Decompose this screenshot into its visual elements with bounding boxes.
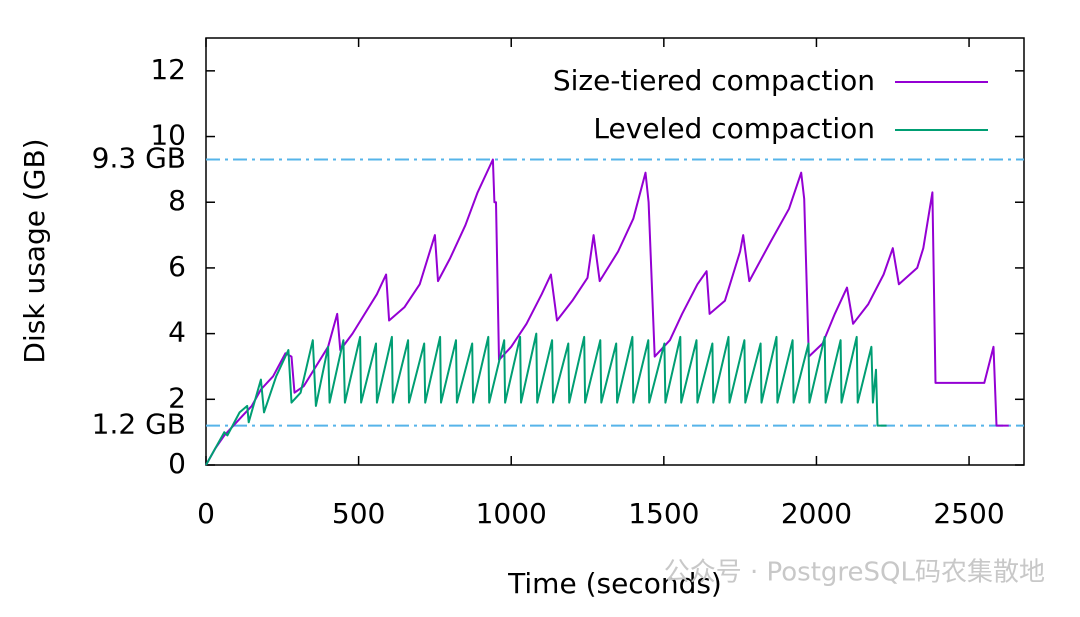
- legend-label: Size-tiered compaction: [553, 64, 875, 97]
- y-tick-label: 4: [168, 316, 186, 349]
- x-tick-label: 500: [332, 497, 385, 530]
- reference-label: 9.3 GB: [92, 142, 186, 175]
- series-line: [205, 332, 887, 466]
- x-tick-label: 2500: [933, 497, 1004, 530]
- y-tick-label: 6: [168, 250, 186, 283]
- legend-label: Leveled compaction: [593, 112, 875, 145]
- x-axis-label: Time (seconds): [507, 567, 722, 600]
- plot-frame: [205, 37, 1025, 466]
- x-tick-label: 1000: [476, 497, 547, 530]
- reference-label: 1.2 GB: [92, 408, 186, 441]
- series-line: [205, 158, 1009, 466]
- x-tick-label: 1500: [628, 497, 699, 530]
- x-tick-label: 2000: [781, 497, 852, 530]
- y-tick-label: 8: [168, 184, 186, 217]
- y-axis-label: Disk usage (GB): [18, 138, 51, 363]
- y-tick-label: 0: [168, 447, 186, 480]
- y-tick-label: 12: [150, 53, 186, 86]
- y-tick-label: 2: [168, 381, 186, 414]
- x-tick-label: 0: [197, 497, 215, 530]
- y-tick-label: 10: [150, 119, 186, 152]
- watermark: 公众号 · PostgreSQL码农集散地: [664, 558, 1045, 588]
